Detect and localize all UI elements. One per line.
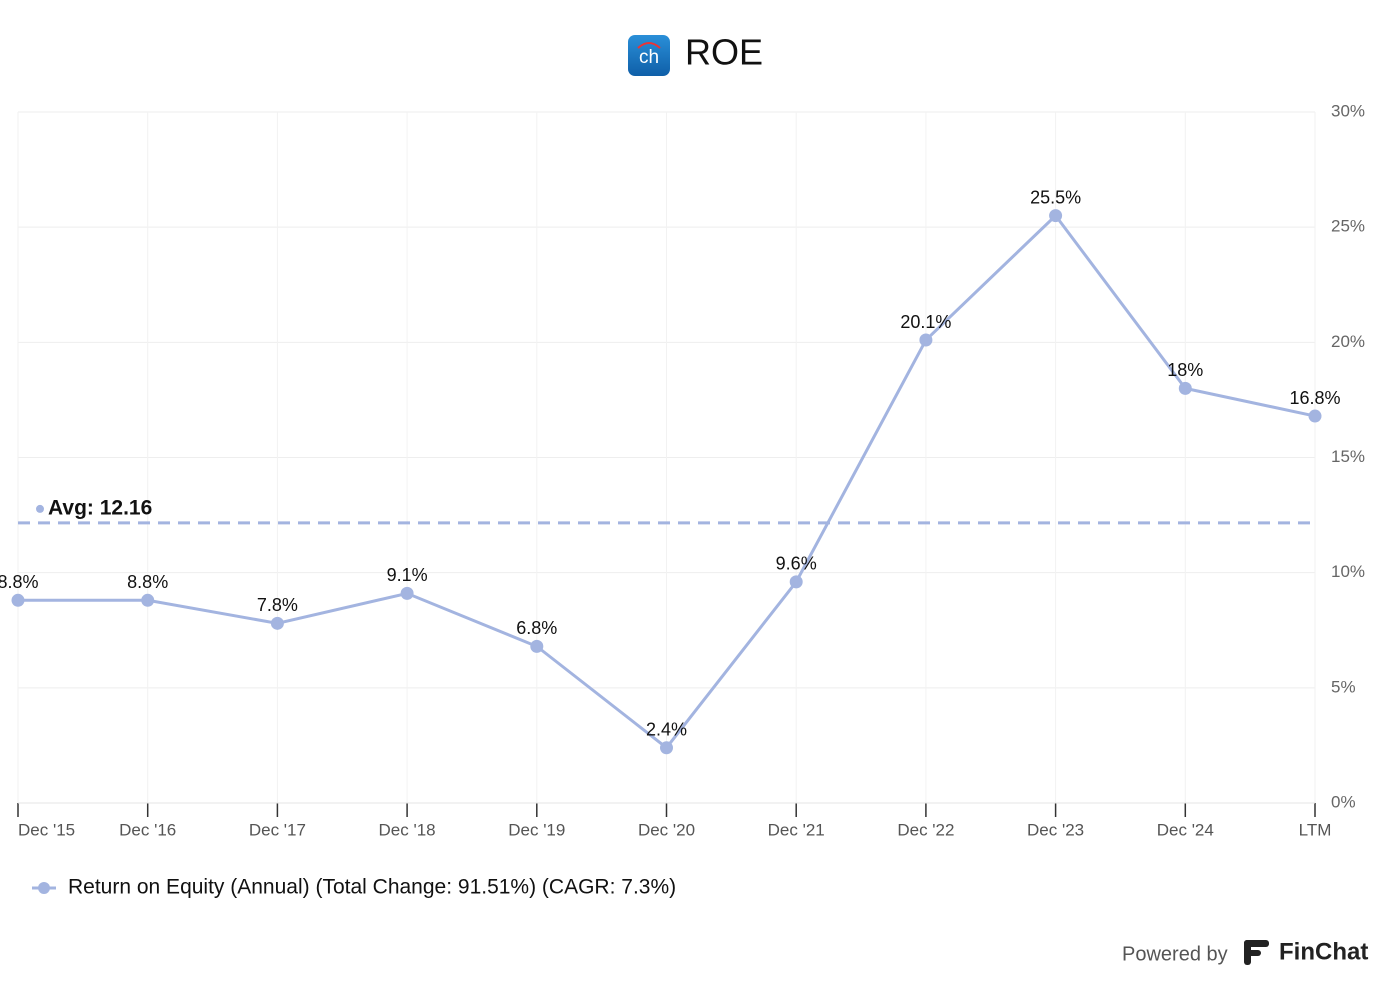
data-point — [660, 741, 673, 755]
y-tick-label: 30% — [1331, 101, 1365, 120]
legend-label: Return on Equity (Annual) (Total Change:… — [68, 876, 676, 899]
data-point — [789, 575, 803, 589]
footer-prefix: Powered by — [1122, 943, 1228, 965]
data-point — [1178, 381, 1192, 395]
y-tick-label: 25% — [1331, 217, 1365, 236]
y-tick-label: 20% — [1331, 332, 1365, 351]
x-tick-label: Dec '20 — [638, 820, 695, 839]
logo — [628, 35, 670, 76]
data-label: 8.8% — [0, 572, 39, 592]
data-label: 9.1% — [387, 565, 428, 585]
footer-brand: FinChat — [1279, 938, 1368, 965]
x-tick-label: Dec '24 — [1157, 820, 1214, 839]
average-dot — [36, 504, 44, 513]
x-tick-label: Dec '23 — [1027, 820, 1084, 839]
x-tick-label: Dec '16 — [119, 820, 176, 839]
x-tick-label: Dec '19 — [508, 820, 565, 839]
data-label: 18% — [1167, 360, 1203, 380]
x-tick-label: LTM — [1299, 820, 1332, 839]
data-point — [1049, 209, 1063, 223]
data-point — [141, 593, 155, 607]
y-tick-label: 10% — [1331, 562, 1365, 581]
logo-arc — [637, 42, 661, 49]
data-label: 9.6% — [776, 554, 817, 574]
y-tick-label: 15% — [1331, 447, 1365, 466]
data-point — [11, 593, 25, 607]
data-label: 6.8% — [516, 618, 557, 638]
logo-text: ch — [639, 47, 659, 68]
y-tick-label: 0% — [1331, 792, 1356, 811]
x-tick-label: Dec '18 — [379, 820, 436, 839]
data-point — [400, 586, 414, 600]
data-point — [1308, 409, 1322, 423]
data-label: 25.5% — [1030, 187, 1081, 207]
x-tick-label: Dec '22 — [897, 820, 954, 839]
average-label: Avg: 12.16 — [48, 496, 152, 519]
finchat-icon — [1244, 940, 1269, 965]
data-point — [530, 639, 544, 653]
data-label: 16.8% — [1289, 388, 1340, 408]
legend-dot — [38, 882, 50, 894]
data-label: 7.8% — [257, 595, 298, 615]
chart-title: ROE — [685, 32, 763, 73]
x-tick-label: Dec '17 — [249, 820, 306, 839]
data-label: 20.1% — [900, 312, 951, 332]
x-tick-label: Dec '15 — [18, 820, 75, 839]
data-label: 8.8% — [127, 572, 168, 592]
plot: 0% 5% 10% 15% 20% 25% 30% Dec '15 Dec '16 Dec '17… — [0, 101, 1365, 839]
data-point — [270, 616, 284, 630]
x-tick-label: Dec '21 — [768, 820, 825, 839]
y-tick-label: 5% — [1331, 677, 1356, 696]
data-label: 2.4% — [646, 719, 687, 739]
data-point — [919, 333, 933, 347]
